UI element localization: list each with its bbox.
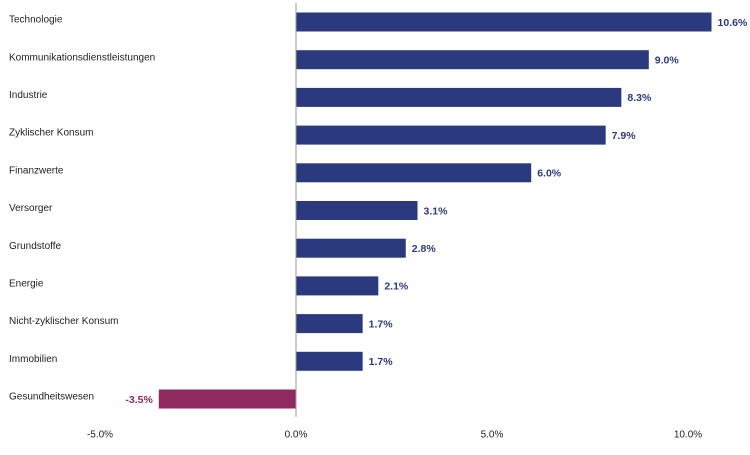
value-label: 1.7%: [369, 318, 394, 330]
bar: [296, 238, 406, 258]
bar: [296, 50, 649, 70]
x-tick-labels-group: -5.0% 0.0% 5.0% 10.0%: [87, 430, 702, 441]
bar: [296, 125, 606, 145]
value-label: 3.1%: [424, 205, 449, 217]
value-label: 2.1%: [384, 281, 409, 293]
bar: [296, 201, 418, 220]
category-label: Technologie: [9, 15, 63, 26]
bars-group: [158, 12, 712, 409]
x-tick-label: 10.0%: [674, 430, 702, 441]
value-label: 6.0%: [537, 168, 562, 180]
bar: [296, 163, 532, 183]
value-label: 10.6%: [718, 17, 748, 29]
x-tick-label: 5.0%: [481, 430, 504, 441]
bar: [296, 314, 363, 334]
category-label: Energie: [9, 279, 44, 290]
bar: [296, 87, 622, 107]
category-label: Nicht-zyklischer Konsum: [9, 316, 118, 327]
value-label: 8.3%: [627, 92, 652, 104]
category-label: Versorger: [9, 203, 53, 214]
value-labels-group: 10.6% 9.0% 8.3% 7.9% 6.0% 3.1% 2.8% 2.1% 1.7% 1.7…: [125, 17, 748, 406]
category-label: Finanzwerte: [9, 165, 64, 176]
value-label: 7.9%: [612, 130, 637, 142]
category-label: Gesundheitswesen: [9, 392, 94, 403]
x-tick-label: -5.0%: [87, 430, 113, 441]
value-label: -3.5%: [125, 394, 153, 406]
category-label: Immobilien: [9, 354, 57, 365]
bar: [158, 389, 296, 409]
category-label: Kommunikationsdienstleistungen: [9, 52, 155, 63]
x-tick-label: 0.0%: [285, 430, 308, 441]
category-label: Industrie: [9, 90, 48, 101]
category-label: Zyklischer Konsum: [9, 128, 93, 139]
category-labels-group: Technologie Kommunikationsdienstleistunge…: [9, 15, 155, 403]
bar: [296, 12, 712, 32]
bar: [296, 276, 379, 296]
value-label: 9.0%: [655, 54, 680, 66]
bar: [296, 351, 363, 371]
category-label: Grundstoffe: [9, 241, 62, 252]
value-label: 1.7%: [369, 356, 394, 368]
value-label: 2.8%: [412, 243, 437, 255]
